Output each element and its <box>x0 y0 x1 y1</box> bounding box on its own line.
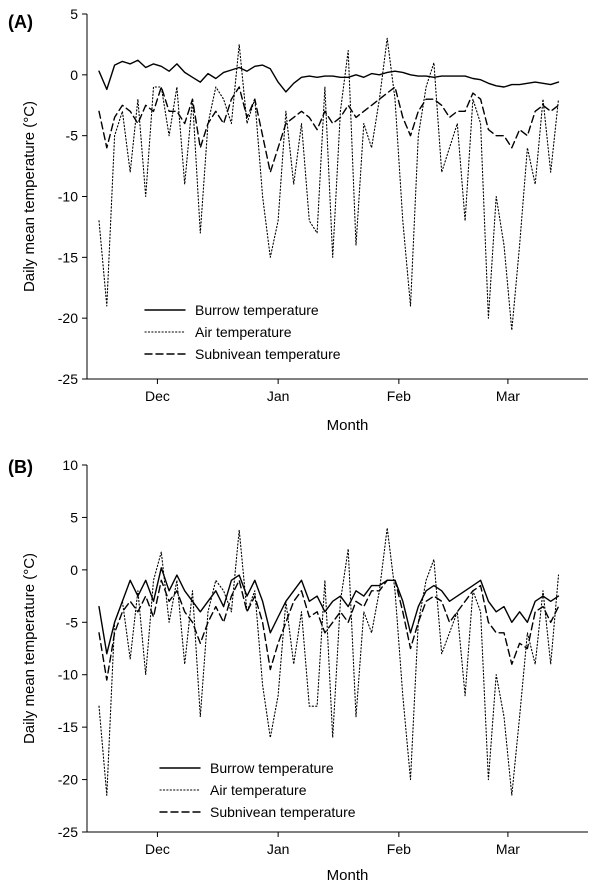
series-line-subnivean-temperature <box>98 579 560 681</box>
legend-label: Subnivean temperature <box>195 346 341 362</box>
y-tick-label: 0 <box>70 562 78 578</box>
y-tick-label: -10 <box>58 189 78 205</box>
legend-label: Burrow temperature <box>195 302 319 318</box>
y-tick-label: -25 <box>58 824 78 840</box>
y-axis-title: Daily mean temperature (°C) <box>21 101 38 292</box>
y-tick-label: -20 <box>58 310 78 326</box>
x-tick-label: Jan <box>267 841 290 857</box>
y-tick-label: -25 <box>58 371 78 387</box>
chart-panel-b: (B) 10 5 0 -5 -10 -15 -20 -25 Dec Jan Feb Mar Month Da… <box>8 457 588 884</box>
y-tick-label: 10 <box>62 457 78 473</box>
y-tick-label: 5 <box>70 509 78 525</box>
y-tick-label: -20 <box>58 772 78 788</box>
series-line-air-temperature <box>98 527 560 796</box>
x-tick-label: Feb <box>387 841 411 857</box>
series-line-air-temperature <box>98 37 560 331</box>
x-axis-title: Month <box>327 417 369 434</box>
x-tick-label: Dec <box>145 841 170 857</box>
series-line-subnivean-temperature <box>98 86 560 173</box>
x-axis-title: Month <box>327 867 369 884</box>
y-axis-title: Daily mean temperature (°C) <box>21 553 38 744</box>
legend: Burrow temperature Air temperature Subnive… <box>144 302 341 362</box>
panel-tag: (B) <box>8 457 33 477</box>
legend-label: Burrow temperature <box>210 760 334 776</box>
legend: Burrow temperature Air temperature Subnive… <box>159 760 356 820</box>
y-tick-label: -15 <box>58 249 78 265</box>
series-line-burrow-temperature <box>98 59 560 93</box>
y-tick-label: -5 <box>66 128 79 144</box>
series-line-burrow-temperature <box>98 567 560 655</box>
legend-label: Air temperature <box>210 782 307 798</box>
chart-panel-a: (A) 5 0 -5 -10 -15 -20 -25 Dec Jan Feb Mar Month Dail… <box>8 6 588 434</box>
x-tick-label: Mar <box>496 388 520 404</box>
x-tick-label: Dec <box>145 388 170 404</box>
legend-label: Air temperature <box>195 324 292 340</box>
legend-label: Subnivean temperature <box>210 804 356 820</box>
y-tick-label: -15 <box>58 719 78 735</box>
y-tick-label: 0 <box>70 67 78 83</box>
panel-tag: (A) <box>8 12 33 32</box>
y-tick-label: -10 <box>58 667 78 683</box>
y-tick-label: -5 <box>66 614 79 630</box>
x-tick-label: Feb <box>387 388 411 404</box>
y-tick-label: 5 <box>70 6 78 22</box>
x-tick-label: Jan <box>267 388 290 404</box>
x-tick-label: Mar <box>496 841 520 857</box>
